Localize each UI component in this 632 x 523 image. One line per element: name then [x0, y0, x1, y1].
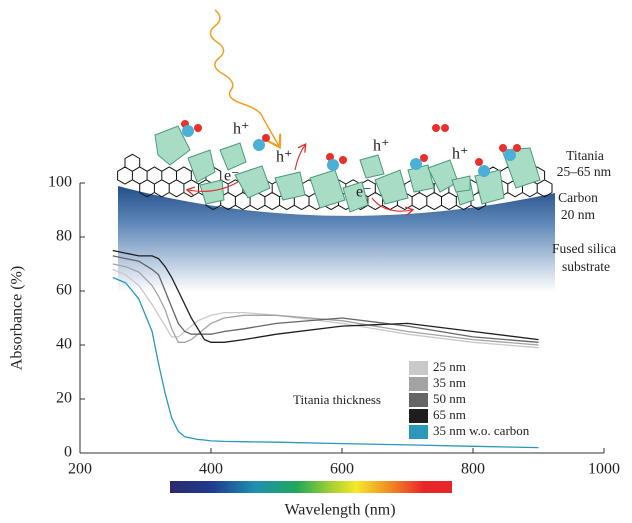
hole-label: h⁺	[373, 138, 389, 155]
y-axis-title: Absorbance (%)	[9, 266, 26, 370]
electron-label: e⁻	[224, 168, 240, 185]
hole-label: h⁺	[276, 149, 292, 166]
legend-swatch	[409, 393, 428, 407]
legend-label: 35 nm	[433, 375, 466, 390]
legend-label: 35 nm w.o. carbon	[433, 423, 530, 438]
x-tick-label: 200	[68, 461, 92, 478]
y-tick-label: 80	[56, 228, 72, 245]
legend-label: 25 nm	[433, 359, 466, 374]
x-axis-title: Wavelength (nm)	[284, 502, 395, 519]
legend-swatch	[409, 409, 428, 423]
y-tick-label: 100	[48, 174, 72, 191]
layer-label: substrate	[562, 259, 610, 274]
legend-label: 50 nm	[433, 391, 466, 406]
x-tick-label: 1000	[588, 461, 620, 478]
x-tick-label: 600	[330, 461, 354, 478]
legend-swatch	[409, 361, 428, 375]
spectrum-bar	[170, 481, 452, 493]
layer-label: Fused silica	[552, 241, 616, 256]
layer-label: Carbon	[558, 190, 598, 205]
legend-swatch	[409, 377, 428, 391]
legend-label: 65 nm	[433, 407, 466, 422]
chart: h⁺ h⁺ h⁺ h⁺ e⁻ e⁻ Titania 25–65 nm Carbo…	[0, 0, 632, 523]
electron-label: e⁻	[356, 184, 372, 201]
y-tick-label: 0	[64, 444, 72, 461]
layer-label: 25–65 nm	[557, 164, 612, 179]
hole-label: h⁺	[452, 146, 468, 163]
legend-swatch	[409, 425, 428, 439]
layer-label: 20 nm	[561, 207, 596, 222]
y-tick-label: 60	[56, 282, 72, 299]
y-tick-label: 40	[56, 336, 72, 353]
x-tick-label: 400	[199, 461, 223, 478]
legend-title: Titania thickness	[293, 392, 381, 407]
illustration: h⁺ h⁺ h⁺ h⁺ e⁻ e⁻ Titania 25–65 nm Carbo…	[118, 10, 616, 292]
y-tick-label: 20	[56, 390, 72, 407]
hole-label: h⁺	[233, 121, 249, 138]
x-tick-label: 800	[461, 461, 485, 478]
layer-label: Titania	[566, 148, 604, 163]
